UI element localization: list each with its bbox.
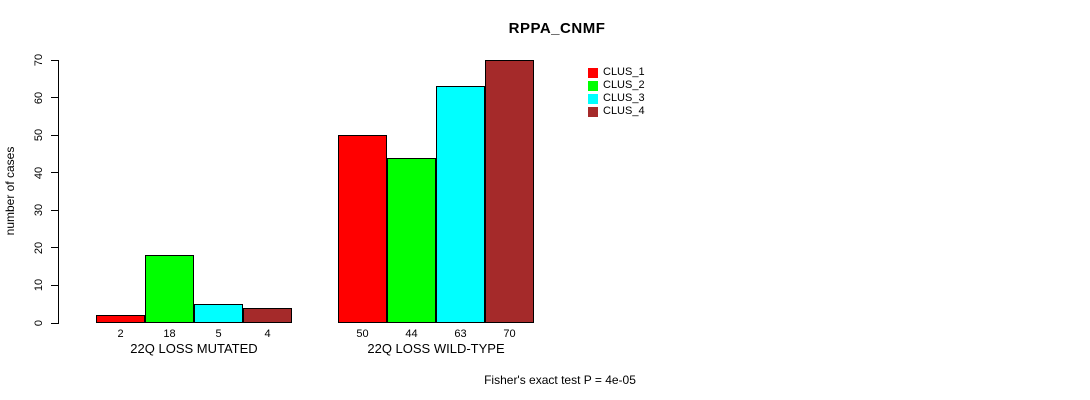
- bar-clus_4-group2: [485, 60, 534, 323]
- bar-value-label: 18: [163, 328, 176, 340]
- bar-clus_2-group1: [145, 255, 194, 323]
- legend-item-clus_3: CLUS_3: [588, 92, 645, 105]
- y-tick-label: 40: [33, 166, 45, 179]
- y-axis-label: number of cases: [3, 146, 17, 236]
- bar-clus_4-group1: [243, 307, 292, 323]
- y-tick-mark: [51, 172, 58, 174]
- bar-clus_2-group2: [387, 157, 436, 323]
- y-tick-mark: [51, 284, 58, 286]
- legend-label: CLUS_2: [603, 79, 645, 91]
- y-tick-mark: [51, 59, 58, 61]
- y-tick-mark: [51, 97, 58, 99]
- legend-swatch: [588, 67, 598, 78]
- y-tick-label: 50: [33, 129, 45, 142]
- bar-value-label: 70: [503, 328, 516, 340]
- chart-title: RPPA_CNMF: [508, 20, 606, 37]
- y-tick-mark: [51, 209, 58, 211]
- y-tick-mark: [51, 134, 58, 136]
- bar-clus_1-group1: [96, 315, 145, 323]
- bar-value-label: 63: [454, 328, 467, 340]
- legend: CLUS_1 CLUS_2 CLUS_3 CLUS_4: [588, 66, 645, 118]
- bar-clus_1-group2: [338, 135, 387, 323]
- bar-value-label: 2: [117, 328, 124, 340]
- bar-clus_3-group2: [436, 86, 485, 323]
- y-axis-line: [58, 60, 59, 324]
- y-tick-mark: [51, 322, 58, 324]
- legend-item-clus_2: CLUS_2: [588, 79, 645, 92]
- y-tick-label: 60: [33, 91, 45, 104]
- category-label: 22Q LOSS MUTATED: [130, 341, 258, 356]
- legend-label: CLUS_3: [603, 92, 645, 104]
- bar-clus_3-group1: [194, 304, 243, 323]
- y-tick-label: 20: [33, 241, 45, 254]
- legend-label: CLUS_4: [603, 105, 645, 117]
- bar-value-label: 44: [405, 328, 418, 340]
- y-tick-label: 0: [33, 319, 45, 327]
- legend-label: CLUS_1: [603, 66, 645, 78]
- y-tick-mark: [51, 247, 58, 249]
- bar-value-label: 5: [215, 328, 222, 340]
- legend-item-clus_1: CLUS_1: [588, 66, 645, 79]
- statistical-test-note: Fisher's exact test P = 4e-05: [484, 373, 636, 387]
- legend-swatch: [588, 106, 598, 117]
- y-tick-label: 10: [33, 279, 45, 292]
- bar-value-label: 4: [264, 328, 271, 340]
- y-tick-label: 70: [33, 53, 45, 67]
- legend-swatch: [588, 80, 598, 91]
- legend-swatch: [588, 93, 598, 104]
- legend-item-clus_4: CLUS_4: [588, 105, 645, 118]
- y-tick-label: 30: [33, 204, 45, 217]
- bar-value-label: 50: [356, 328, 369, 340]
- category-label: 22Q LOSS WILD-TYPE: [367, 341, 505, 356]
